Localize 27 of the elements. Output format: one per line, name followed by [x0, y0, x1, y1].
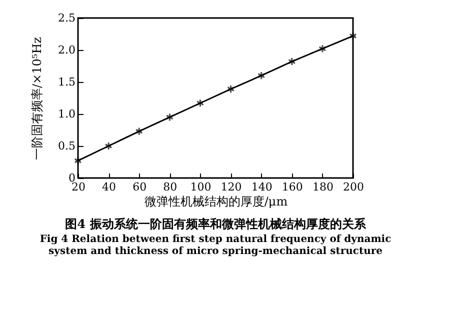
y-tick-label: 2.5 [58, 12, 76, 24]
x-tick-label: 140 [251, 180, 272, 194]
x-tick-label: 100 [190, 180, 212, 194]
x-tick-label: 160 [282, 180, 303, 194]
x-tick-label: 20 [72, 180, 86, 194]
y-tick-label: 2.0 [58, 44, 76, 56]
y-tick-label: 1.5 [58, 76, 76, 88]
point [258, 71, 266, 80]
point [104, 142, 112, 150]
text: Fig 4 Relation between first step natural frequency of dynamic system and thickness of micro spring-mechanical structure [40, 234, 392, 257]
point [135, 126, 143, 136]
x-tick-label: 60 [132, 180, 147, 194]
x-axis-title: 微弹性机械结构的厚度/μm [144, 194, 288, 208]
text: 图4 振动系统一阶固有频率和微弹性机械结构厚度的关系 [65, 217, 367, 231]
y-axis-title: 一阶固有频率/×10⁵Hz [30, 37, 44, 160]
point [318, 44, 326, 54]
x-tick-label: 120 [220, 180, 242, 194]
x-tick-label: 180 [312, 180, 334, 194]
y-tick-label: 1.0 [58, 108, 76, 120]
x-tick-label: 80 [163, 180, 178, 194]
y-tick-label: 0.5 [58, 140, 76, 152]
point [226, 84, 235, 94]
point [196, 98, 204, 108]
x-tick-label: 40 [102, 180, 116, 194]
point [288, 57, 296, 66]
point [166, 112, 174, 122]
x-tick-label: 200 [343, 180, 364, 194]
